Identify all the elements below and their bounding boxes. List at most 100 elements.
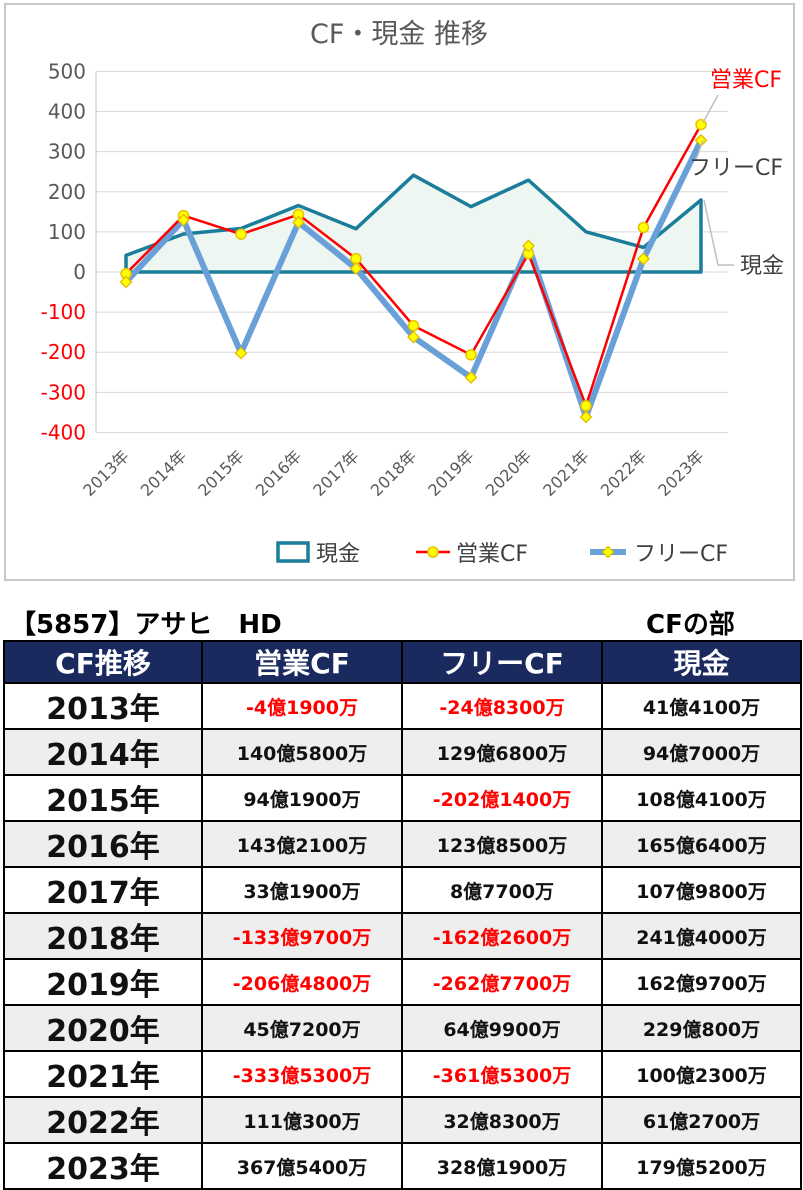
operating-cf-cell: -133億9700万 xyxy=(201,912,403,960)
table-row: 2016年 143億2100万 123億8500万 165億6400万 xyxy=(3,820,802,868)
x-tick-label: 2019年 xyxy=(424,446,478,500)
operating-cf-cell: 140億5800万 xyxy=(201,728,403,776)
legend-cash-label: 現金 xyxy=(316,542,360,567)
free-cf-cell: 32億8300万 xyxy=(401,1096,603,1144)
free-cf-point xyxy=(637,252,650,266)
legend-free-cf-label: フリーCF xyxy=(634,542,728,567)
callout-cash xyxy=(703,199,734,266)
free-cf-point xyxy=(522,239,535,253)
operating-cf-cell: 367億5400万 xyxy=(201,1142,403,1190)
legend-free-cf-marker xyxy=(601,545,615,559)
y-tick-label: 0 xyxy=(73,260,86,284)
legend-operating-cf-label: 営業CF xyxy=(456,542,528,567)
operating-cf-cell: 143億2100万 xyxy=(201,820,403,868)
table-row: 2021年 -333億5300万 -361億5300万 100億2300万 xyxy=(3,1050,802,1098)
operating-cf-cell: 45億7200万 xyxy=(201,1004,403,1052)
year-cell: 2019年 xyxy=(3,958,203,1006)
callout-operating-cf xyxy=(702,94,719,123)
y-tick-label: -400 xyxy=(41,420,86,444)
annotation-free-cf: フリーCF xyxy=(689,156,783,181)
chart-frame: CF・現金 推移 500 400 300 200 100 0 -100 -200 -300 -400… xyxy=(4,3,795,581)
x-tick-label: 2017年 xyxy=(309,446,363,500)
year-cell: 2013年 xyxy=(3,682,203,730)
x-tick-label: 2021年 xyxy=(539,446,593,500)
y-tick-label: 100 xyxy=(48,220,86,244)
table-header-row: CF推移 営業CF フリーCF 現金 xyxy=(3,640,802,684)
y-tick-label: 300 xyxy=(48,140,86,164)
callout-free-cf xyxy=(695,140,704,161)
cash-cell: 108億4100万 xyxy=(601,774,802,822)
y-tick-label: -200 xyxy=(41,340,86,364)
year-cell: 2016年 xyxy=(3,820,203,868)
y-tick-label: 400 xyxy=(48,100,86,124)
operating-cf-cell: 33億1900万 xyxy=(201,866,403,914)
table-row: 2022年 111億300万 32億8300万 61億2700万 xyxy=(3,1096,802,1144)
operating-cf-cell: 94億1900万 xyxy=(201,774,403,822)
free-cf-cell: 123億8500万 xyxy=(401,820,603,868)
free-cf-point xyxy=(119,275,133,289)
annotation-cash: 現金 xyxy=(740,254,784,279)
table-body: 2013年 -4億1900万 -24億8300万 41億4100万 2014年 140億5… xyxy=(3,682,802,1190)
free-cf-cell: -361億5300万 xyxy=(401,1050,603,1098)
free-cf-cell: 64億9900万 xyxy=(401,1004,603,1052)
x-tick-label: 2016年 xyxy=(252,446,306,500)
operating-cf-point xyxy=(637,221,650,234)
operating-cf-point xyxy=(465,349,477,361)
cash-cell: 162億9700万 xyxy=(601,958,802,1006)
cash-cell: 100億2300万 xyxy=(601,1050,802,1098)
cash-cell: 94億7000万 xyxy=(601,728,802,776)
y-tick-label: -300 xyxy=(41,380,86,404)
cash-cell: 165億6400万 xyxy=(601,820,802,868)
x-tick-label: 2018年 xyxy=(367,446,421,500)
x-tick-label: 2013年 xyxy=(79,446,133,500)
free-cf-cell: 328億1900万 xyxy=(401,1142,603,1190)
operating-cf-cell: -4億1900万 xyxy=(201,682,403,730)
x-tick-label: 2023年 xyxy=(654,446,708,500)
year-cell: 2018年 xyxy=(3,912,203,960)
x-tick-label: 2022年 xyxy=(597,446,651,500)
header-operating-cf: 営業CF xyxy=(201,640,403,684)
operating-cf-cell: -206億4800万 xyxy=(201,958,403,1006)
cash-cell: 41億4100万 xyxy=(601,682,802,730)
cash-cell: 179億5200万 xyxy=(601,1142,802,1190)
cash-cell: 229億800万 xyxy=(601,1004,802,1052)
free-cf-cell: -162億2600万 xyxy=(401,912,603,960)
table-row: 2015年 94億1900万 -202億1400万 108億4100万 xyxy=(3,774,802,822)
table-row: 2023年 367億5400万 328億1900万 179億5200万 xyxy=(3,1142,802,1190)
free-cf-cell: 8億7700万 xyxy=(401,866,603,914)
year-cell: 2022年 xyxy=(3,1096,203,1144)
table-row: 2014年 140億5800万 129億6800万 94億7000万 xyxy=(3,728,802,776)
year-cell: 2015年 xyxy=(3,774,203,822)
header-free-cf: フリーCF xyxy=(401,640,603,684)
y-tick-label: -100 xyxy=(41,300,86,324)
free-cf-point xyxy=(407,330,420,344)
free-cf-cell: 129億6800万 xyxy=(401,728,603,776)
table-row: 2018年 -133億9700万 -162億2600万 241億4000万 xyxy=(3,912,802,960)
year-cell: 2014年 xyxy=(3,728,203,776)
y-tick-label: 200 xyxy=(48,180,86,204)
free-cf-cell: -24億8300万 xyxy=(401,682,603,730)
chart-title: CF・現金 推移 xyxy=(310,19,488,50)
year-cell: 2020年 xyxy=(3,1004,203,1052)
x-tick-label: 2015年 xyxy=(194,446,248,500)
free-cf-point xyxy=(177,213,190,227)
header-year: CF推移 xyxy=(3,640,203,684)
table-row: 2019年 -206億4800万 -262億7700万 162億9700万 xyxy=(3,958,802,1006)
free-cf-point xyxy=(464,370,478,384)
operating-cf-cell: -333億5300万 xyxy=(201,1050,403,1098)
year-cell: 2021年 xyxy=(3,1050,203,1098)
table-row: 2017年 33億1900万 8億7700万 107億9800万 xyxy=(3,866,802,914)
company-title: 【5857】アサヒ HD xyxy=(10,610,282,640)
y-tick-label: 500 xyxy=(48,59,86,83)
x-tick-label: 2014年 xyxy=(137,446,191,500)
operating-cf-point xyxy=(580,400,592,412)
year-cell: 2023年 xyxy=(3,1142,203,1190)
free-cf-point xyxy=(349,262,363,275)
free-cf-point xyxy=(579,410,593,424)
free-cf-point xyxy=(234,346,248,360)
cf-table: CF推移 営業CF フリーCF 現金 2013年 -4億1900万 -24億8300… xyxy=(3,640,802,1190)
annotation-operating-cf: 営業CF xyxy=(710,68,782,93)
legend-cash-swatch xyxy=(276,541,310,563)
x-tick-label: 2020年 xyxy=(482,446,536,500)
table-row: 2020年 45億7200万 64億9900万 229億800万 xyxy=(3,1004,802,1052)
